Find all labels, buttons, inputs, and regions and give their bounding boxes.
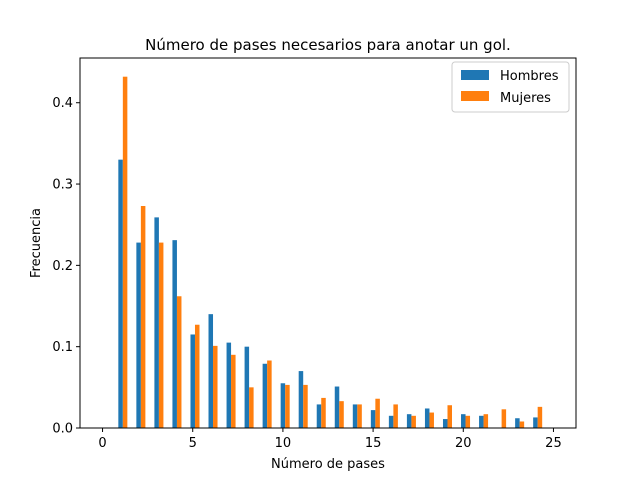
y-axis-ticks: 0.0 0.1 0.2 0.3 0.4: [52, 96, 80, 437]
bar-mujeres-21: [483, 414, 489, 428]
bar-hombres-13: [334, 386, 340, 428]
x-tick-label: 10: [275, 436, 292, 451]
bar-mujeres-2: [140, 206, 146, 428]
bar-hombres-7: [226, 342, 232, 428]
legend-label-hombres: Hombres: [500, 69, 559, 84]
bar-hombres-3: [154, 217, 159, 428]
bar-mujeres-11: [303, 384, 308, 428]
x-tick-label: 25: [545, 436, 562, 451]
bar-mujeres-17: [411, 415, 416, 428]
bar-mujeres-13: [339, 401, 344, 428]
bar-mujeres-3: [158, 242, 164, 428]
bar-hombres-17: [406, 414, 412, 428]
bar-mujeres-1: [122, 76, 128, 428]
x-axis-label: Número de pases: [271, 457, 385, 472]
bar-mujeres-12: [321, 397, 326, 428]
y-tick-label: 0.4: [52, 96, 73, 111]
bar-hombres-10: [280, 383, 286, 428]
bar-mujeres-16: [393, 404, 398, 428]
chart-title: Número de pases necesarios para anotar u…: [145, 36, 511, 54]
bar-mujeres-9: [267, 360, 272, 428]
legend-swatch-mujeres: [461, 91, 489, 101]
bar-mujeres-8: [249, 387, 254, 428]
legend-swatch-hombres: [461, 70, 489, 80]
bar-hombres-21: [479, 415, 484, 428]
bar-mujeres-24: [537, 406, 543, 428]
y-tick-label: 0.3: [52, 178, 73, 193]
y-tick-label: 0.1: [52, 340, 73, 355]
bar-mujeres-23: [519, 421, 525, 428]
bar-hombres-19: [442, 419, 448, 428]
bar-hombres-20: [461, 414, 466, 428]
bar-hombres-24: [533, 417, 538, 428]
bar-hombres-23: [515, 418, 520, 428]
bar-hombres-2: [136, 242, 141, 428]
bar-mujeres-22: [501, 409, 507, 428]
bar-hombres-14: [352, 404, 358, 428]
series-hombres-bars: [118, 159, 538, 428]
y-axis-label: Frecuencia: [29, 208, 44, 278]
bar-hombres-16: [388, 415, 394, 428]
legend: Hombres Mujeres: [451, 61, 570, 113]
bar-hombres-1: [118, 159, 123, 428]
bar-mujeres-10: [285, 384, 290, 428]
bar-hombres-5: [190, 334, 195, 428]
x-tick-label: 0: [98, 436, 106, 451]
y-tick-label: 0.2: [52, 259, 73, 274]
bar-mujeres-18: [429, 412, 434, 428]
x-tick-label: 5: [189, 436, 197, 451]
bar-hombres-12: [316, 404, 322, 428]
legend-label-mujeres: Mujeres: [500, 91, 551, 106]
bar-hombres-9: [262, 363, 268, 428]
bar-mujeres-15: [375, 398, 380, 428]
y-tick-label: 0.0: [52, 422, 73, 437]
bar-hombres-11: [298, 371, 304, 428]
bar-mujeres-7: [231, 354, 236, 428]
x-tick-label: 20: [455, 436, 472, 451]
x-tick-label: 15: [365, 436, 382, 451]
bar-mujeres-19: [447, 405, 452, 428]
series-mujeres-bars: [122, 76, 543, 428]
bar-hombres-6: [208, 314, 214, 428]
plot-frame: [79, 57, 577, 429]
bar-mujeres-20: [465, 415, 471, 428]
bar-mujeres-5: [194, 324, 200, 428]
bar-mujeres-14: [357, 404, 362, 428]
x-axis-ticks: 0 5 10 15 20 25: [98, 428, 562, 451]
bar-hombres-8: [244, 346, 250, 428]
bar-hombres-18: [424, 408, 430, 428]
bar-hombres-15: [370, 410, 376, 428]
bar-mujeres-4: [176, 296, 182, 428]
bar-hombres-4: [172, 240, 177, 428]
bar-mujeres-6: [213, 345, 218, 428]
